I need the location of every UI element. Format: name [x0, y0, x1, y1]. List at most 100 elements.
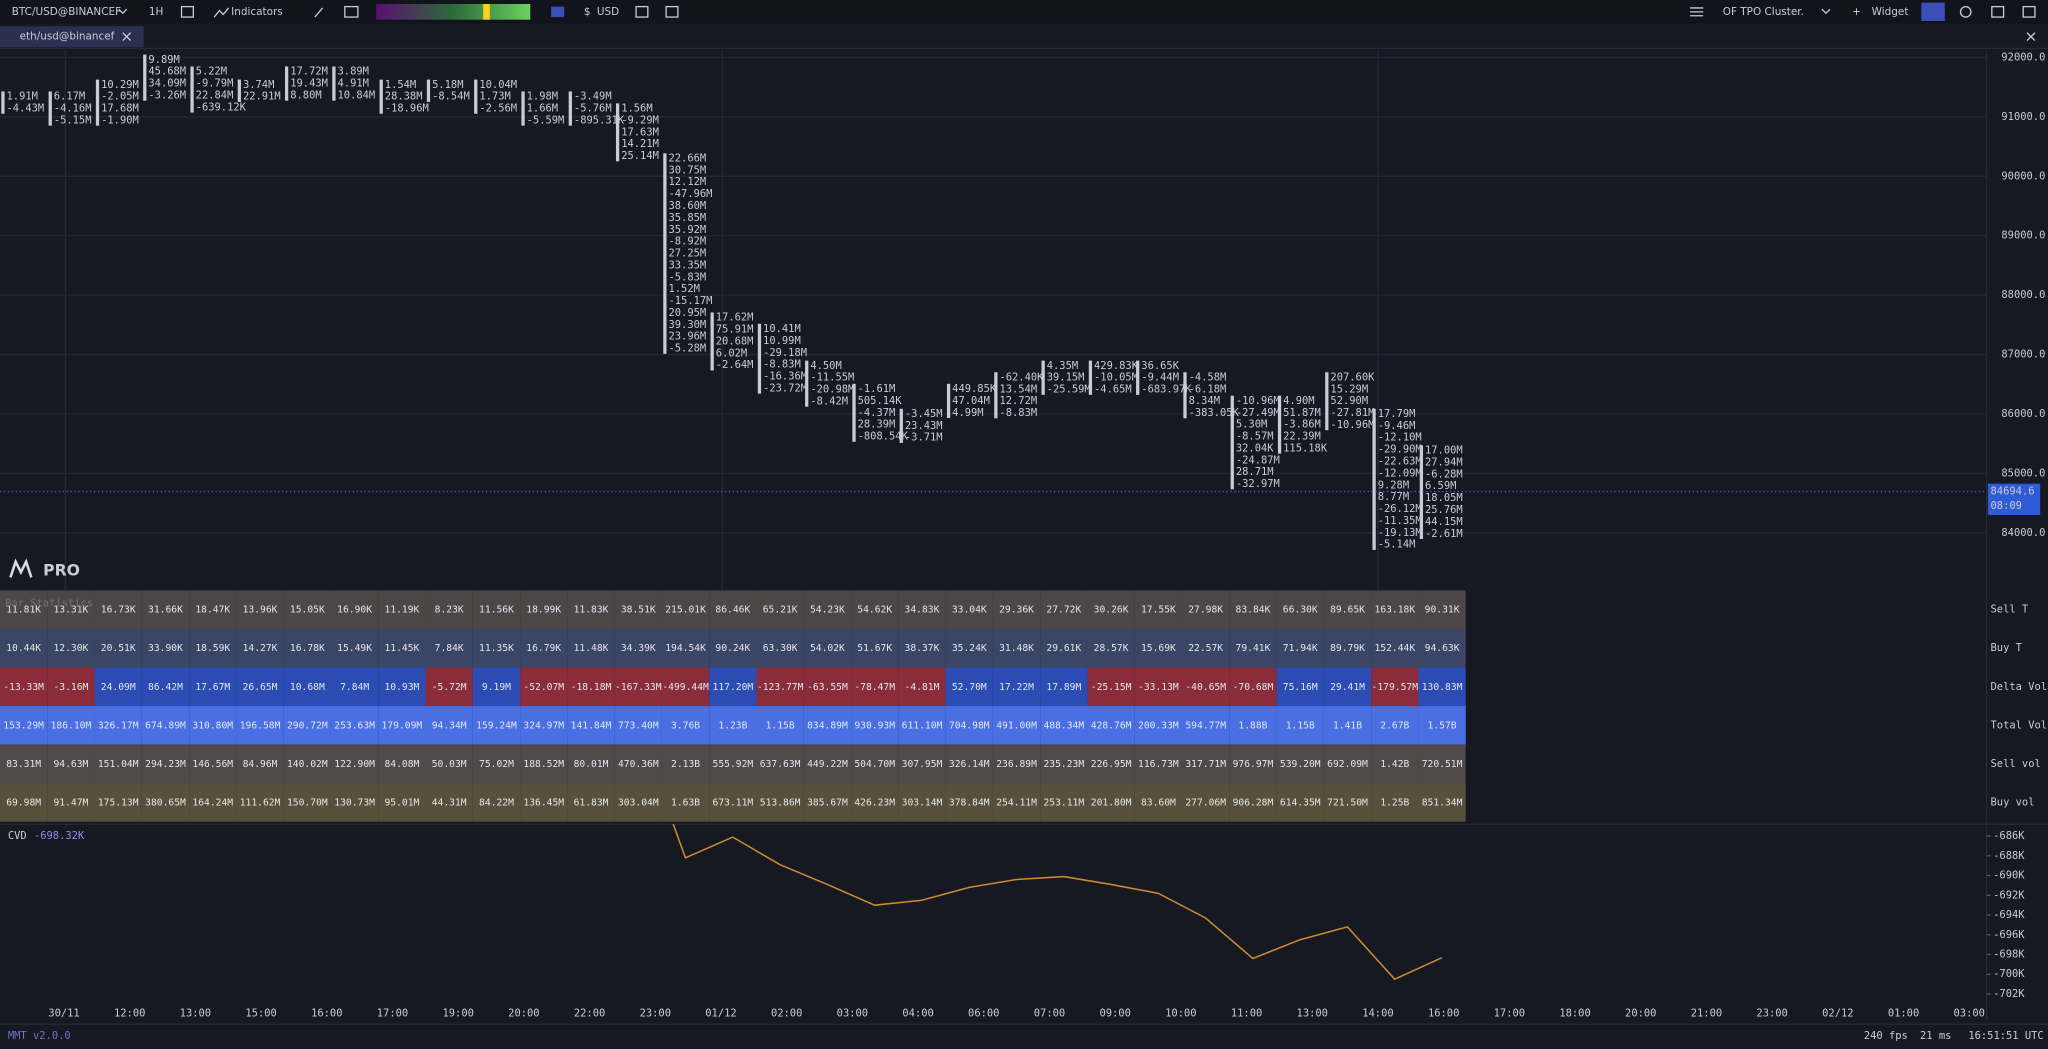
heatmap-gradient[interactable] [376, 4, 531, 20]
stat-cell [283, 783, 331, 822]
close-pane[interactable] [2026, 32, 2036, 42]
chart-type-button[interactable] [180, 5, 194, 18]
stat-cell [1040, 783, 1088, 822]
stat-value: 1.88B [1238, 720, 1267, 731]
stat-cell [472, 628, 521, 668]
cluster-cell: 8.80M [290, 89, 321, 101]
chat-button[interactable] [2022, 5, 2036, 18]
cvd-line [672, 824, 1443, 981]
stat-cell [1323, 590, 1372, 629]
stat-cell [141, 744, 190, 784]
stat-cell [236, 783, 284, 822]
stat-value: 94.63K [1425, 643, 1460, 654]
stat-cell [1229, 744, 1277, 784]
stat-value: 16.78K [290, 643, 325, 654]
cluster-cell: -9.46M [1378, 420, 1416, 432]
stat-cell [1229, 783, 1277, 822]
layers-button[interactable] [1991, 5, 2005, 18]
candle [757, 323, 762, 394]
stat-value: 159.24M [476, 720, 517, 731]
stat-cell [945, 783, 993, 822]
stat-cell [1371, 744, 1419, 784]
y-tick-label: 89000.0 [2001, 230, 2045, 242]
cluster-cell: -47.96M [668, 188, 712, 200]
tab-label[interactable]: eth/usd@binancef [20, 31, 115, 43]
stat-value: 51.67K [857, 643, 892, 654]
stat-value: 33.04K [952, 605, 987, 616]
cluster-cell: -25.59M [1047, 384, 1091, 396]
tab-close[interactable] [122, 32, 132, 42]
cluster-cell: 449.85K [952, 383, 997, 395]
stat-cell [1229, 667, 1277, 707]
cluster-cell: 23.96M [668, 331, 706, 343]
toggle-button[interactable] [551, 6, 565, 18]
stat-cell [0, 783, 48, 822]
stat-value: 201.80M [1091, 797, 1132, 808]
stat-cell [1371, 706, 1419, 745]
gradient-handle[interactable] [483, 4, 490, 20]
currency-button[interactable]: USD [597, 6, 619, 18]
tab[interactable] [0, 26, 144, 48]
cluster-cell: 1.56M [621, 103, 652, 115]
fullscreen-button[interactable] [635, 5, 649, 18]
stat-value: 1.25B [1380, 797, 1409, 808]
stat-value: 66.30K [1283, 605, 1318, 616]
stat-cell [47, 783, 95, 822]
indicators-button[interactable]: Indicators [231, 6, 283, 18]
widget-button[interactable]: Widget [1872, 6, 1909, 18]
stat-value: 136.45M [523, 797, 564, 808]
cluster-cell: -12.09M [1378, 467, 1422, 479]
cluster-cell: 25.76M [1425, 504, 1463, 516]
camera-button[interactable] [1921, 2, 1945, 21]
stat-value: 1.63B [671, 797, 700, 808]
clock: 16:51:51 UTC [1968, 1030, 2043, 1042]
cluster-cell: 28.39M [858, 419, 896, 431]
stat-cell [567, 783, 615, 822]
draw-button[interactable] [314, 7, 324, 18]
screenshot-button[interactable] [665, 5, 679, 18]
cluster-cell: -4.37M [858, 407, 896, 419]
stat-cell [709, 706, 757, 745]
stat-cell [47, 744, 95, 784]
stat-cell [189, 590, 237, 629]
cluster-cell: -2.64M [716, 359, 754, 371]
stat-cell [425, 783, 473, 822]
stat-cell [520, 706, 568, 745]
cluster-cell: -8.42M [810, 395, 848, 407]
stat-cell [283, 667, 331, 707]
stat-value: 52.70M [952, 682, 987, 693]
stat-value: 488.34M [1043, 720, 1084, 731]
cluster-cell: 35.85M [668, 212, 706, 224]
template-select[interactable]: OF TPO Cluster. [1723, 6, 1804, 18]
folder-button[interactable] [344, 5, 359, 18]
stat-value: 164.24M [192, 797, 233, 808]
stat-cell [1040, 590, 1088, 629]
stat-value: 721.50M [1327, 797, 1368, 808]
stat-cell [992, 628, 1041, 668]
stat-cell [1040, 744, 1088, 784]
cluster-cell: 28.71M [1236, 466, 1274, 478]
stat-value: 95.01M [384, 797, 419, 808]
stat-value: 7.84M [340, 682, 369, 693]
stat-value: 89.65K [1330, 605, 1365, 616]
stat-cell [472, 706, 521, 745]
list-icon[interactable] [1690, 7, 1704, 17]
cluster-cell: 505.14K [858, 395, 903, 407]
interval-button[interactable]: 1H [149, 6, 164, 18]
stat-cell [283, 706, 331, 745]
stat-value: 54.02K [810, 643, 845, 654]
stat-value: 26.65M [243, 682, 278, 693]
stat-value: 704.98M [949, 720, 990, 731]
stat-value: 10.44K [6, 643, 41, 654]
stat-value: 29.61K [1046, 643, 1081, 654]
cluster-cell: 3.74M [243, 79, 274, 91]
settings-button[interactable] [1959, 5, 1972, 18]
stat-value: 44.31M [432, 797, 467, 808]
stat-value: 294.23M [145, 759, 186, 770]
stat-value: 637.63M [760, 759, 801, 770]
cluster-cell: 17.00M [1425, 445, 1463, 457]
candle [663, 153, 667, 354]
cluster-cell: 1.54M [385, 79, 416, 91]
symbol-select[interactable]: BTC/USD@BINANCEF [12, 6, 121, 18]
cluster-cell: 4.99M [952, 407, 983, 419]
